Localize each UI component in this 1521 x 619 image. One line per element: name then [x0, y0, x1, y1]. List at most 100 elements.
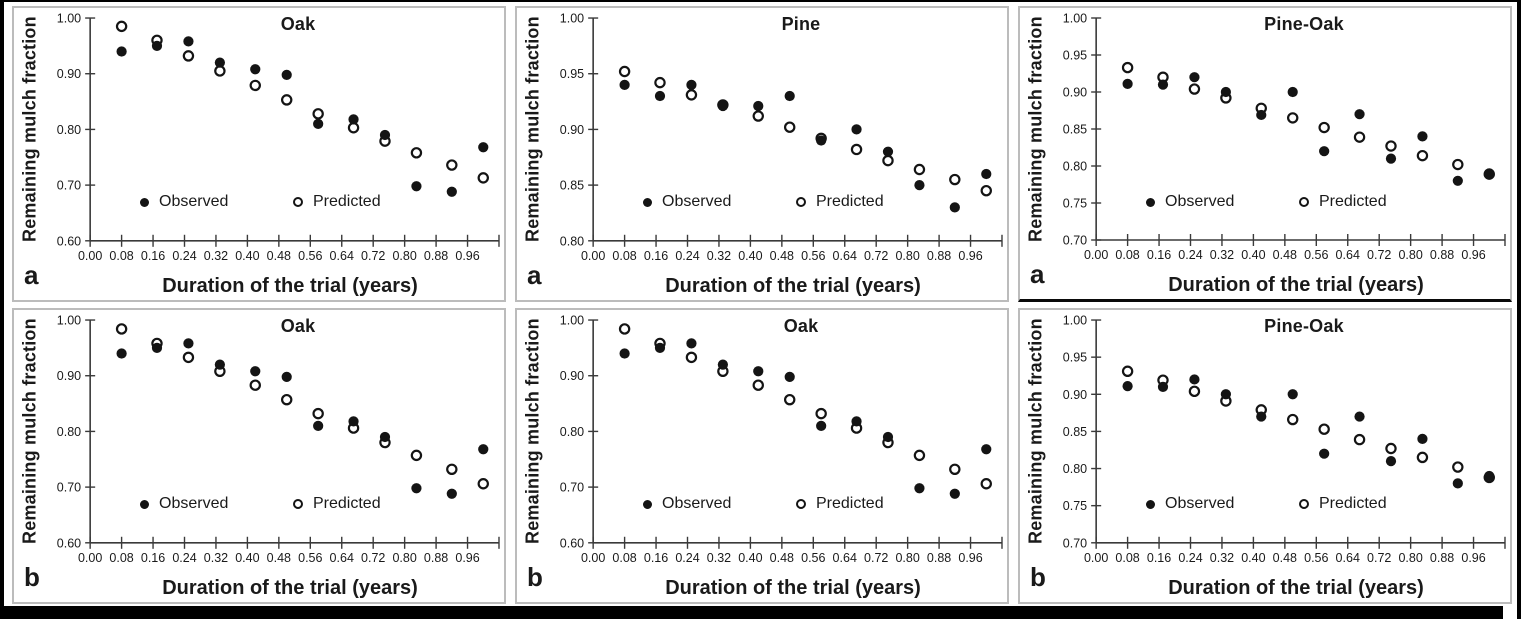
observed-point [281, 371, 292, 382]
y-tick-label: 0.60 [57, 536, 81, 550]
x-tick-label: 0.80 [392, 551, 416, 565]
predicted-marker-icon [293, 499, 303, 509]
predicted-point [752, 379, 764, 391]
observed-point [1452, 175, 1463, 186]
x-tick-label: 0.88 [927, 249, 951, 263]
observed-point [1157, 381, 1169, 392]
x-tick-label: 0.48 [1273, 248, 1297, 262]
predicted-point [410, 449, 423, 462]
predicted-marker-icon [293, 197, 303, 207]
predicted-point [1353, 433, 1366, 446]
observed-point [348, 114, 359, 125]
panel-title: Pine-Oak [1264, 316, 1344, 336]
y-axis-title: Remaining mulch fraction [522, 318, 543, 544]
y-tick-label: 0.80 [1063, 160, 1087, 174]
observed-point [1417, 131, 1428, 142]
predicted-point [1385, 442, 1397, 455]
predicted-point [280, 393, 293, 406]
panel-letter: b [527, 562, 543, 592]
observed-point [348, 416, 359, 427]
x-tick-label: 0.48 [770, 551, 794, 565]
observed-point [1417, 433, 1428, 444]
x-tick-label: 0.56 [298, 249, 322, 263]
x-axis-title: Duration of the trial (years) [1168, 577, 1424, 599]
predicted-point [312, 108, 324, 120]
predicted-point [446, 159, 458, 171]
y-tick-label: 0.80 [560, 234, 584, 248]
observed-point [313, 118, 324, 129]
observed-point [151, 342, 163, 353]
observed-point [250, 64, 261, 75]
observed-point [619, 79, 630, 90]
y-tick-label: 0.70 [1063, 234, 1087, 248]
x-tick-label: 0.48 [770, 249, 794, 263]
observed-marker-icon [643, 499, 652, 509]
legend-predicted-label: Predicted [313, 193, 381, 210]
predicted-point [1318, 121, 1330, 134]
panel-title: Pine-Oak [1264, 14, 1344, 34]
x-tick-label: 0.32 [1210, 248, 1234, 262]
x-tick-label: 0.64 [1336, 248, 1360, 262]
y-tick-label: 0.85 [1063, 425, 1087, 439]
x-tick-label: 0.08 [109, 249, 133, 263]
x-tick-label: 0.40 [1241, 248, 1265, 262]
observed-point [851, 416, 862, 427]
observed-point [717, 100, 728, 112]
predicted-point [815, 407, 827, 420]
predicted-point [1121, 61, 1134, 74]
legend-observed-label: Observed [159, 495, 229, 512]
observed-point [816, 420, 827, 431]
x-axis-title: Duration of the trial (years) [162, 275, 418, 297]
predicted-point [249, 79, 261, 92]
x-tick-label: 0.96 [958, 551, 982, 565]
observed-point [1189, 374, 1200, 385]
x-tick-label: 0.48 [267, 551, 291, 565]
observed-point [1484, 168, 1495, 179]
y-tick-label: 0.90 [560, 369, 584, 383]
observed-point [949, 488, 960, 499]
observed-point [1319, 448, 1330, 459]
scatter-plot: 0.70 0.75 0.80 0.85 0.90 0.95 1.00 0.00 0.08 0.16… [1063, 314, 1506, 565]
legend-predicted-label: Predicted [816, 193, 884, 210]
legend-predicted-label: Predicted [816, 495, 884, 512]
legend-observed-label: Observed [662, 193, 732, 210]
observed-point [1189, 72, 1200, 83]
observed-point [478, 444, 489, 455]
y-tick-label: 0.60 [57, 234, 81, 248]
x-tick-label: 0.40 [738, 551, 762, 565]
y-tick-label: 0.80 [57, 425, 81, 439]
y-axis-title: Remaining mulch fraction [1025, 318, 1046, 544]
observed-point [214, 359, 225, 370]
y-tick-label: 0.90 [1063, 388, 1087, 402]
observed-point [478, 142, 489, 153]
x-tick-label: 0.80 [1398, 551, 1422, 565]
y-tick-label: 0.90 [1063, 86, 1087, 100]
observed-marker-icon [1146, 197, 1155, 207]
y-tick-label: 0.60 [560, 536, 584, 550]
predicted-point [1188, 83, 1201, 95]
x-tick-label: 0.96 [455, 249, 479, 263]
predicted-point [1452, 158, 1464, 171]
y-tick-label: 0.85 [1063, 123, 1087, 137]
y-tick-label: 0.95 [560, 67, 584, 81]
legend-predicted: Predicted [1299, 194, 1387, 210]
observed-point [851, 124, 862, 135]
bottom-black-bar [4, 606, 1503, 619]
panel-letter: b [1030, 562, 1046, 592]
x-tick-label: 0.80 [895, 249, 919, 263]
x-tick-label: 0.08 [1115, 551, 1139, 565]
observed-point [1256, 411, 1267, 422]
y-tick-label: 0.75 [1063, 197, 1087, 211]
observed-point [411, 181, 422, 192]
observed-point [949, 202, 960, 213]
legend-observed: Observed [643, 194, 731, 210]
x-tick-label: 0.72 [1367, 551, 1391, 565]
predicted-point [685, 351, 698, 364]
predicted-point [654, 76, 666, 89]
legend-predicted-label: Predicted [1319, 193, 1387, 210]
panel-pine-a: 0.80 0.85 0.90 0.95 1.00 0.00 0.08 0.16 0.24 0.32… [515, 6, 1009, 302]
x-tick-label: 0.16 [1147, 248, 1171, 262]
legend-predicted-label: Predicted [1319, 495, 1387, 512]
predicted-point [249, 379, 261, 391]
x-tick-label: 0.16 [644, 249, 668, 263]
